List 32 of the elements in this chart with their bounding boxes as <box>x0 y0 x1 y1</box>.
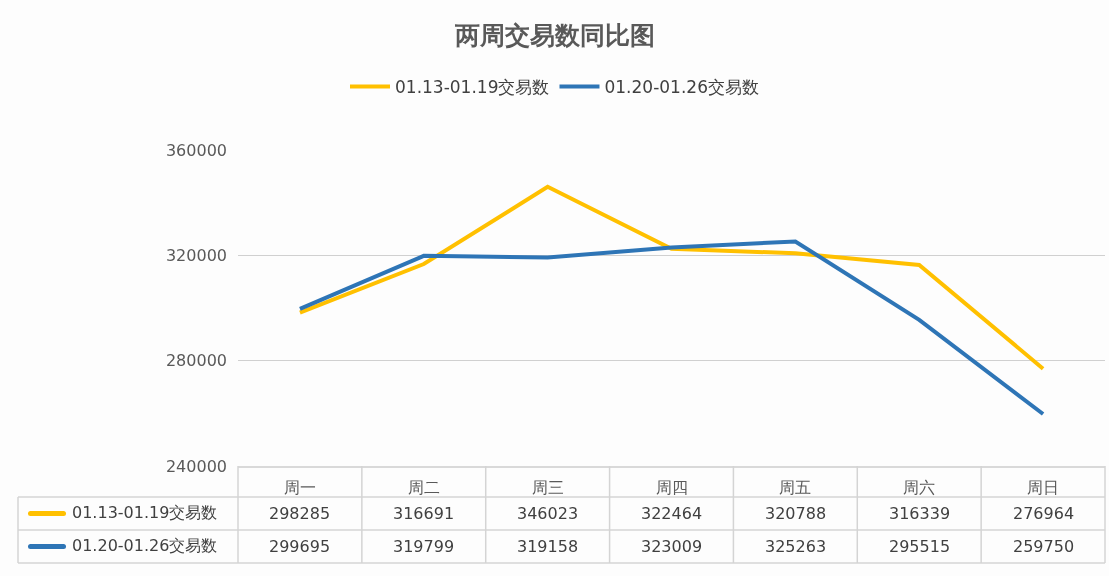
data-label: 298285 <box>269 504 331 523</box>
y-tick-label: 240000 <box>165 456 227 476</box>
data-label: 299695 <box>269 537 331 556</box>
x-tick-label: 周日 <box>1027 477 1060 497</box>
x-tick-label: 周四 <box>655 477 688 497</box>
legend-label: 01.20-01.26交易数 <box>604 77 759 98</box>
y-tick-label: 360000 <box>165 140 227 160</box>
x-tick-label: 周二 <box>407 477 440 497</box>
data-label: 319158 <box>517 537 579 556</box>
text: 01.20-01.26交易数 <box>72 536 218 555</box>
data-label: 295515 <box>889 537 951 556</box>
line-series <box>297 239 1046 416</box>
data-label: 325263 <box>765 537 827 556</box>
data-label: 323009 <box>641 537 703 556</box>
legend-label: 01.13-01.19交易数 <box>395 77 550 98</box>
data-label: 346023 <box>517 504 579 523</box>
line-series <box>297 184 1046 371</box>
data-label: 316339 <box>889 504 951 523</box>
y-tick-label: 280000 <box>165 351 227 371</box>
x-tick-label: 周六 <box>903 477 936 497</box>
x-tick-label: 周三 <box>531 477 564 497</box>
x-tick-label: 周五 <box>779 477 812 497</box>
data-label: 276964 <box>1013 504 1075 523</box>
x-tick-label: 周一 <box>283 477 316 497</box>
text: 01.13-01.19交易数 <box>72 503 218 522</box>
data-label: 259750 <box>1013 537 1075 556</box>
y-tick-label: 320000 <box>165 245 227 265</box>
data-label: 322464 <box>641 504 703 523</box>
chart-title: 两周交易数同比图 <box>453 20 655 50</box>
data-label: 316691 <box>393 504 455 523</box>
data-label: 319799 <box>393 537 455 556</box>
data-label: 320788 <box>765 504 827 523</box>
